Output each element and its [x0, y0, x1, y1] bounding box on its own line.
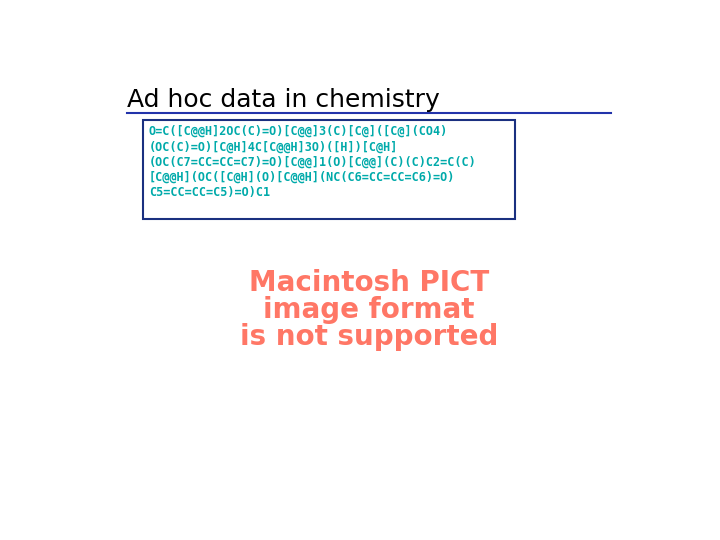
Text: O=C([C@@H]2OC(C)=O)[C@@]3(C)[C@]([C@](CO4): O=C([C@@H]2OC(C)=O)[C@@]3(C)[C@]([C@](CO…: [149, 125, 448, 138]
Text: image format: image format: [264, 296, 474, 324]
Text: (OC(C7=CC=CC=C7)=O)[C@@]1(O)[C@@](C)(C)C2=C(C): (OC(C7=CC=CC=C7)=O)[C@@]1(O)[C@@](C)(C)C…: [149, 156, 477, 168]
FancyBboxPatch shape: [143, 120, 515, 219]
Text: C5=CC=CC=C5)=O)C1: C5=CC=CC=C5)=O)C1: [149, 186, 270, 199]
Text: [C@@H](OC([C@H](O)[C@@H](NC(C6=CC=CC=C6)=O): [C@@H](OC([C@H](O)[C@@H](NC(C6=CC=CC=C6)…: [149, 171, 455, 184]
Text: Macintosh PICT: Macintosh PICT: [249, 269, 489, 297]
Text: Ad hoc data in chemistry: Ad hoc data in chemistry: [127, 88, 440, 112]
Text: is not supported: is not supported: [240, 323, 498, 351]
Text: (OC(C)=O)[C@H]4C[C@@H]3O)([H])[C@H]: (OC(C)=O)[C@H]4C[C@@H]3O)([H])[C@H]: [149, 140, 398, 153]
